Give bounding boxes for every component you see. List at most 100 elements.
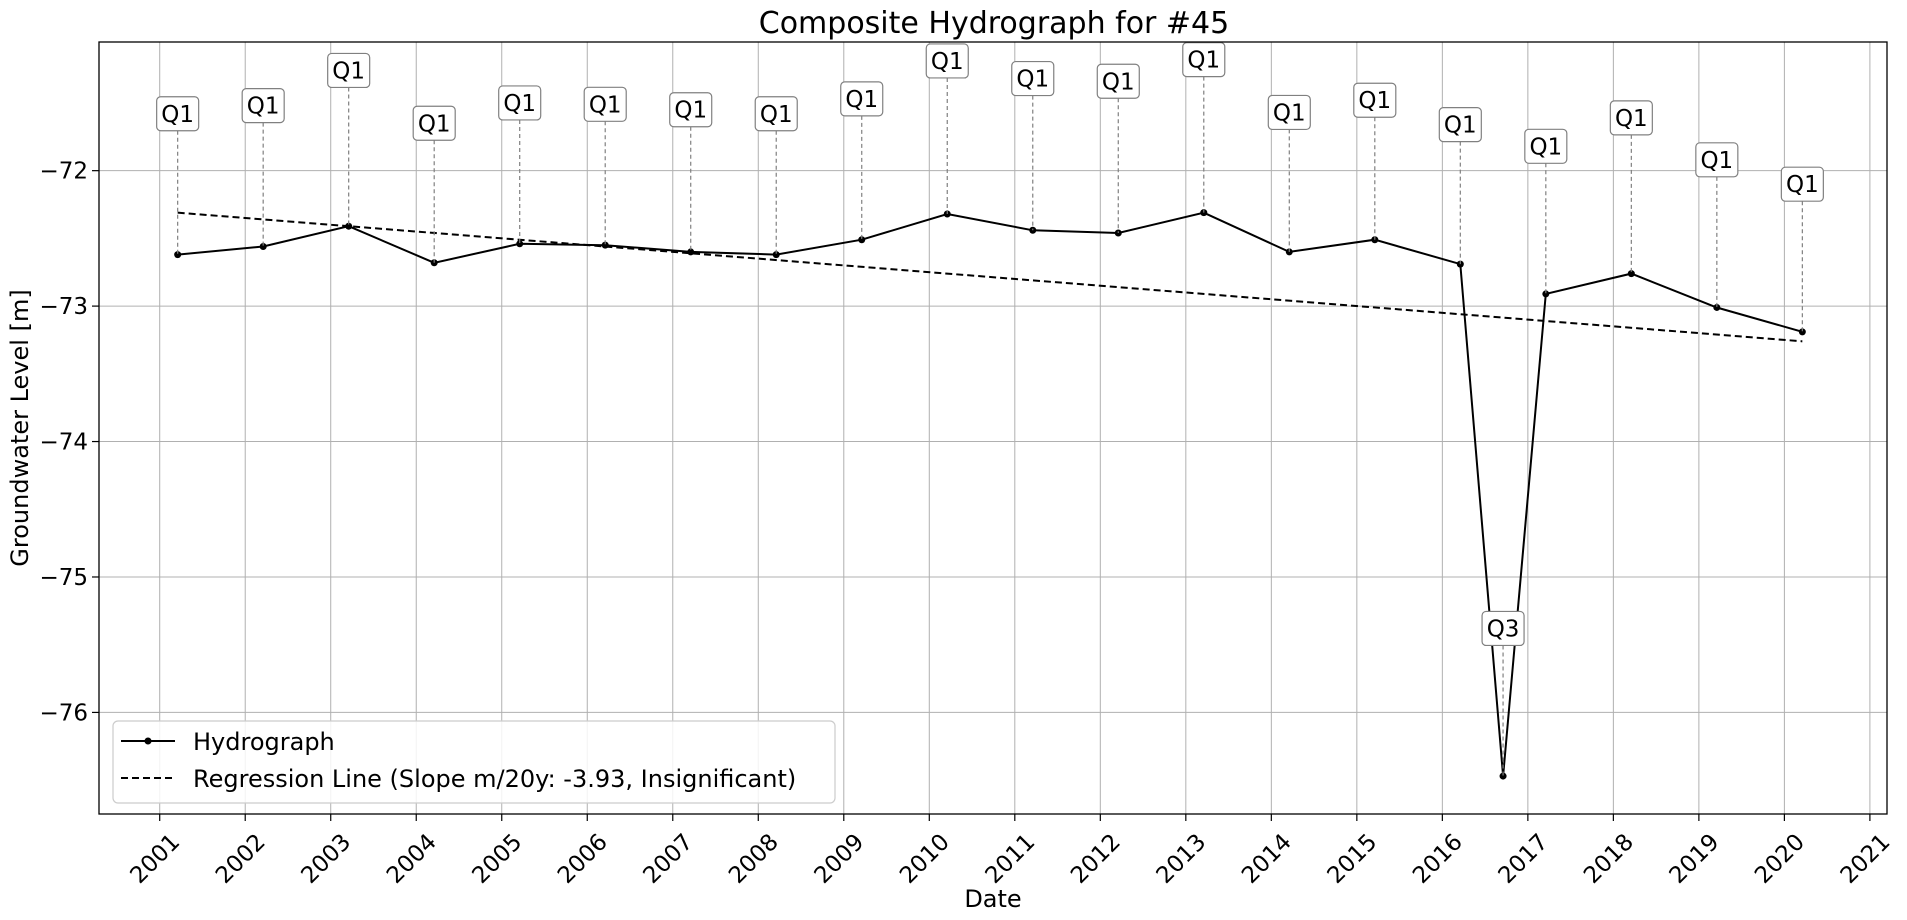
annotation-box (327, 52, 371, 89)
legend-hydrograph-label: Hydrograph (193, 728, 335, 756)
quarter-annotation: Q1 (156, 96, 200, 255)
annotation-label: Q1 (1358, 88, 1391, 114)
x-tick-label: 2021 (1836, 829, 1896, 889)
quarter-annotation: Q1 (1695, 142, 1739, 308)
annotation-label: Q1 (503, 91, 536, 117)
annotation-box (1267, 94, 1311, 131)
annotation-label: Q1 (247, 94, 280, 120)
legend-hydrograph-marker (144, 737, 152, 745)
hydrograph-point (174, 251, 182, 259)
hydrograph-point (772, 251, 780, 259)
annotation-label: Q1 (1700, 148, 1733, 174)
hydrograph-line (177, 211, 1803, 777)
quarter-annotation: Q1 (1011, 60, 1055, 231)
annotation-label: Q3 (1487, 616, 1520, 642)
quarter-annotation: Q1 (925, 43, 969, 215)
x-tick-label: 2011 (981, 829, 1041, 889)
quarter-annotation: Q1 (327, 52, 371, 227)
annotation-label: Q1 (674, 98, 707, 124)
quarter-annotation: Q1 (1096, 63, 1140, 233)
quarter-annotation: Q1 (1353, 82, 1397, 240)
hydrograph-point (259, 243, 267, 251)
x-tick-label: 2018 (1579, 829, 1639, 889)
hydrograph-layer (174, 209, 1806, 780)
quarter-annotations: Q1 Q1 Q1 Q1 Q1 Q1 Q1 Q1 Q1 Q1 Q1 Q1 Q1 Q1 Q1 Q1 Q3 Q1 Q1 Q1… (156, 42, 1824, 777)
chart-title: Composite Hydrograph for #45 (759, 6, 1229, 41)
annotation-box (1609, 100, 1653, 136)
annotation-box (1011, 60, 1055, 97)
hydrograph-point (687, 248, 695, 256)
annotation-box (754, 96, 798, 132)
annotation-box (1096, 63, 1140, 99)
x-tick-label: 2008 (724, 829, 784, 889)
grid-lines (99, 42, 1887, 814)
annotation-label: Q1 (1273, 100, 1306, 126)
annotation-box (1695, 142, 1739, 178)
annotation-label: Q1 (845, 87, 878, 113)
annotation-label: Q1 (161, 102, 194, 128)
hydrograph-point (1627, 270, 1635, 278)
annotation-label: Q1 (1786, 172, 1819, 198)
annotation-box (156, 96, 200, 132)
hydrograph-point (1499, 772, 1507, 780)
hydrograph-point (516, 240, 524, 248)
annotation-box (669, 92, 713, 128)
x-tick-label: 2004 (382, 829, 442, 889)
annotation-label: Q1 (1615, 106, 1648, 132)
x-axis-ticks: 2001 2002 2003 2004 2005 2006 2007 2008 2009 2010… (125, 814, 1895, 889)
x-tick-label: 2007 (639, 829, 699, 889)
x-tick-label: 2013 (1152, 829, 1212, 889)
annotation-box (412, 105, 456, 141)
legend: Hydrograph Regression Line (Slope m/20y:… (112, 720, 836, 804)
x-tick-label: 2003 (297, 829, 357, 889)
quarter-annotation: Q1 (498, 85, 542, 244)
hydrograph-point (858, 236, 866, 244)
hydrograph-point (1713, 303, 1721, 311)
x-tick-label: 2009 (810, 829, 870, 889)
quarter-annotation: Q1 (583, 86, 627, 246)
quarter-annotation: Q1 (1780, 166, 1824, 332)
y-tick-label: −72 (39, 159, 88, 185)
annotation-label: Q1 (418, 111, 451, 137)
y-axis-label: Groundwater Level [m] (6, 289, 34, 566)
quarter-annotation: Q3 (1481, 610, 1525, 777)
annotation-box (498, 85, 542, 121)
x-tick-label: 2001 (125, 829, 185, 889)
x-tick-label: 2002 (211, 829, 271, 889)
annotation-label: Q1 (332, 58, 365, 84)
x-tick-label: 2010 (895, 829, 955, 889)
annotation-label: Q1 (931, 49, 964, 75)
quarter-annotation: Q1 (669, 92, 713, 252)
annotation-label: Q1 (589, 92, 622, 118)
x-tick-label: 2006 (553, 829, 613, 889)
x-tick-label: 2014 (1237, 829, 1297, 889)
legend-regression-label: Regression Line (Slope m/20y: -3.93, Ins… (193, 765, 796, 793)
quarter-annotation: Q1 (754, 96, 798, 255)
x-tick-label: 2019 (1665, 829, 1725, 889)
quarter-annotation: Q1 (1182, 42, 1226, 213)
quarter-annotation: Q1 (1267, 94, 1311, 252)
quarter-annotation: Q1 (241, 88, 285, 247)
annotation-box (1780, 166, 1824, 202)
annotation-box (1438, 107, 1482, 143)
x-axis-label: Date (964, 885, 1021, 913)
annotation-box (1481, 610, 1525, 647)
x-tick-label: 2020 (1750, 829, 1810, 889)
hydrograph-point (601, 241, 609, 249)
x-tick-label: 2016 (1408, 829, 1468, 889)
annotation-box (241, 88, 285, 124)
regression-line (177, 211, 1803, 343)
x-tick-label: 2012 (1066, 829, 1126, 889)
quarter-annotation: Q1 (412, 105, 456, 263)
x-tick-label: 2017 (1494, 829, 1554, 889)
y-tick-label: −75 (39, 565, 88, 591)
y-tick-label: −76 (39, 700, 88, 726)
quarter-annotation: Q1 (840, 81, 884, 240)
quarter-annotation: Q1 (1609, 100, 1653, 274)
hydrograph-point (345, 222, 353, 230)
plot-frame (98, 41, 1888, 815)
annotation-box (925, 43, 969, 79)
annotation-label: Q1 (760, 102, 793, 128)
annotation-label: Q1 (1529, 134, 1562, 160)
